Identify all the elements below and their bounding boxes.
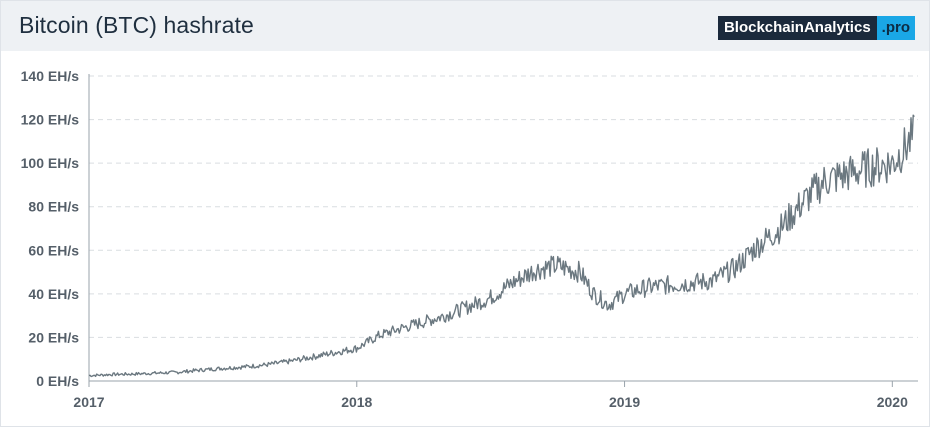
brand-name: BlockchainAnalytics — [717, 16, 877, 40]
brand-logo[interactable]: BlockchainAnalytics .pro — [717, 16, 915, 40]
brand-tld: .pro — [876, 16, 915, 40]
x-tick-label: 2017 — [73, 394, 104, 410]
y-tick-label: 60 EH/s — [28, 242, 79, 258]
y-tick-label: 0 EH/s — [36, 373, 79, 389]
y-tick-label: 140 EH/s — [21, 68, 80, 84]
x-tick-label: 2018 — [341, 394, 372, 410]
y-tick-label: 120 EH/s — [21, 112, 80, 128]
y-tick-label: 20 EH/s — [28, 329, 79, 345]
hashrate-series-line — [88, 114, 915, 378]
y-tick-label: 40 EH/s — [28, 286, 79, 302]
y-tick-label: 80 EH/s — [28, 199, 79, 215]
page-title: Bitcoin (BTC) hashrate — [19, 12, 254, 38]
x-tick-label: 2019 — [609, 394, 640, 410]
y-tick-label: 100 EH/s — [21, 155, 80, 171]
header-bar: Bitcoin (BTC) hashrate BlockchainAnalyti… — [1, 1, 929, 51]
x-tick-label: 2020 — [877, 394, 908, 410]
